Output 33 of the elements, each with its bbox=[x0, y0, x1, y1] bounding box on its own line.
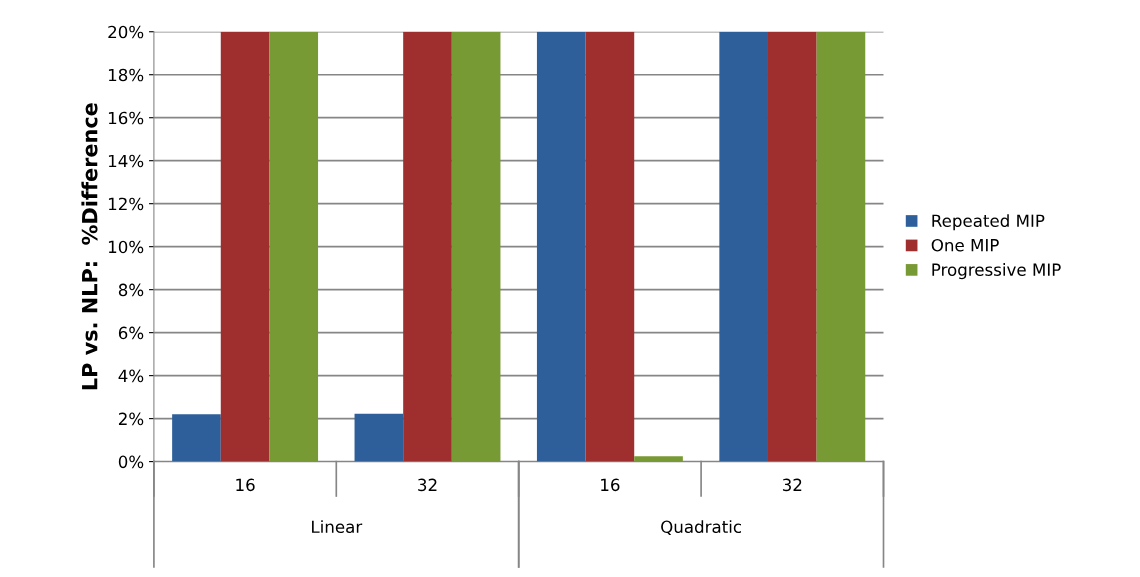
y-tick-label: 0% bbox=[118, 455, 144, 469]
y-tick-label: 10% bbox=[108, 240, 144, 254]
bar bbox=[767, 31, 817, 462]
y-tick-label: 16% bbox=[108, 111, 144, 125]
bar bbox=[403, 31, 452, 462]
y-tick-label: 12% bbox=[108, 197, 144, 211]
bar bbox=[220, 31, 270, 462]
x-tick-label: 16 bbox=[236, 478, 255, 492]
text: Linear bbox=[312, 520, 363, 534]
text: Quadratic bbox=[661, 520, 741, 535]
bar bbox=[816, 31, 866, 462]
bar bbox=[172, 414, 221, 462]
y-tick-label: 20% bbox=[108, 25, 144, 39]
bar bbox=[269, 31, 319, 462]
bar bbox=[585, 31, 635, 462]
y-tick-label: 6% bbox=[118, 326, 144, 340]
x-tick-label: 32 bbox=[418, 478, 437, 492]
y-axis-title: LP vs. NLP: %Difference bbox=[81, 103, 98, 390]
y-tick-label: 2% bbox=[118, 412, 144, 426]
bar bbox=[719, 31, 768, 462]
y-tick-label: 8% bbox=[118, 283, 144, 297]
x-tick-label: 32 bbox=[782, 478, 802, 492]
bar bbox=[536, 31, 586, 462]
legend-label: Progressive MIP bbox=[932, 263, 1061, 280]
bar bbox=[634, 456, 683, 462]
y-tick-label: 18% bbox=[108, 68, 144, 82]
y-tick-label: 14% bbox=[108, 154, 144, 168]
y-tick-label: 4% bbox=[118, 369, 144, 383]
x-tick-label: 16 bbox=[601, 478, 620, 492]
legend-label: One MIP bbox=[931, 238, 999, 252]
bar bbox=[451, 31, 501, 462]
bar bbox=[354, 413, 404, 462]
legend-label: Repeated MIP bbox=[932, 214, 1045, 231]
